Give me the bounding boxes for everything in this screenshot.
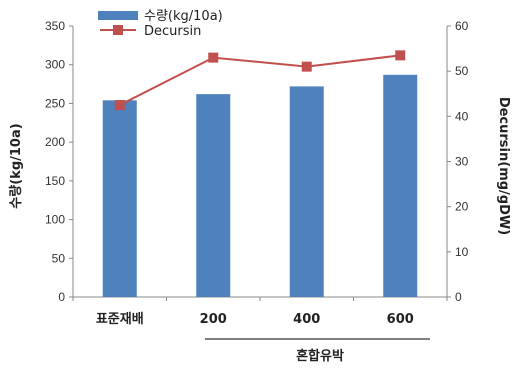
- tick-labels: 0 50 100 150 200 250 300 350 0 10 20 30 40 50 60 표준재배 20…: [45, 19, 469, 327]
- y-tick-label: 350: [45, 19, 65, 33]
- decursin-polyline: [119, 54, 401, 106]
- y-tick-label: 50: [52, 251, 66, 265]
- bar: [102, 100, 137, 298]
- group-label: 혼합유박: [296, 348, 344, 364]
- decursin-point: [208, 52, 219, 63]
- y-tick-label: 300: [45, 58, 65, 72]
- bars: [102, 74, 418, 298]
- y-tick-label: 200: [45, 135, 65, 149]
- y-tick-label: 250: [45, 96, 65, 110]
- category-label: 400: [293, 312, 320, 327]
- legend: 수량(kg/10a) Decursin: [98, 9, 223, 39]
- y-axis-title: 수량(kg/10a): [9, 123, 24, 208]
- y2-tick-label: 50: [455, 64, 469, 78]
- y2-tick-label: 60: [455, 19, 469, 33]
- legend-swatch-bar: [98, 11, 138, 20]
- legend-label-bar: 수량(kg/10a): [144, 9, 223, 24]
- decursin-line: [114, 50, 406, 111]
- bar: [196, 94, 231, 297]
- category-label: 200: [200, 312, 227, 327]
- category-label: 표준재배: [96, 311, 144, 327]
- decursin-point: [114, 100, 125, 111]
- legend-label-line: Decursin: [144, 24, 201, 39]
- legend-swatch-marker: [113, 25, 123, 35]
- y2-tick-label: 30: [455, 155, 469, 169]
- bar: [383, 74, 418, 297]
- decursin-point: [301, 61, 312, 72]
- category-label: 600: [387, 312, 414, 327]
- y2-tick-label: 10: [455, 245, 469, 259]
- bar: [289, 86, 324, 297]
- y2-tick-label: 40: [455, 109, 469, 123]
- y-tick-label: 100: [45, 213, 65, 227]
- y-tick-label: 0: [58, 290, 65, 304]
- y2-axis-title: Decursin(mg/gDW): [496, 97, 511, 235]
- decursin-point: [395, 50, 406, 61]
- y2-tick-label: 20: [455, 200, 469, 214]
- y2-tick-label: 0: [455, 290, 462, 304]
- y-tick-label: 150: [45, 174, 65, 188]
